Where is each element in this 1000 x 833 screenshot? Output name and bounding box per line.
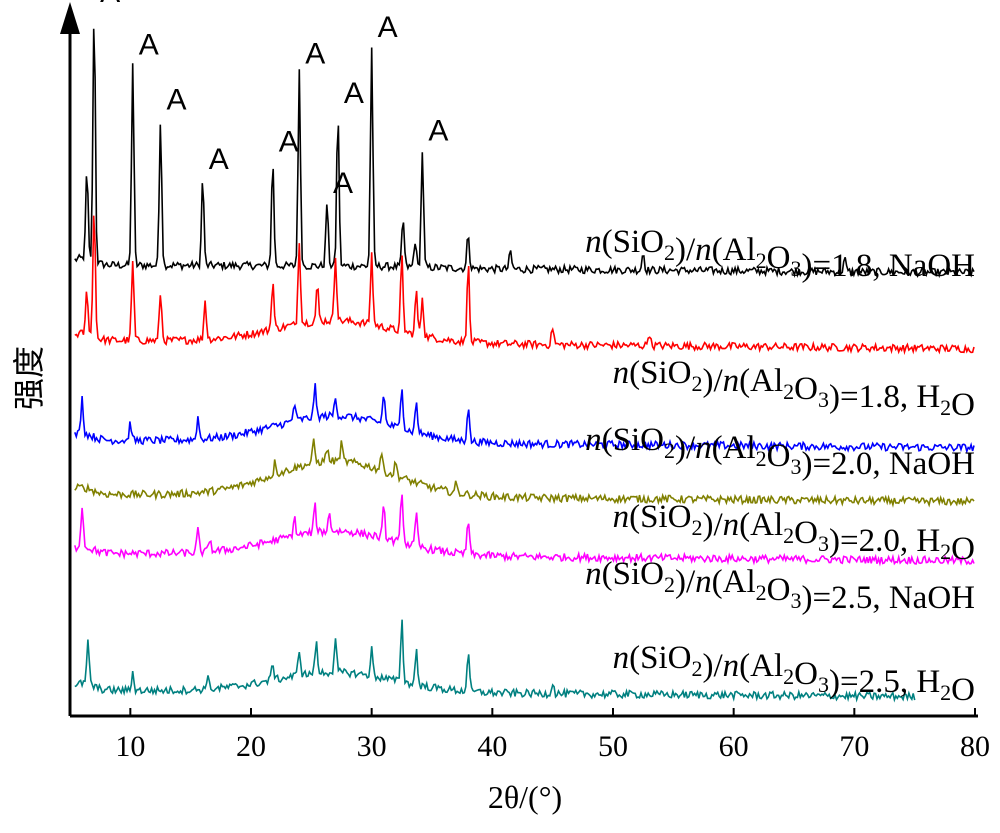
series-label-3: n(SiO2)/n(Al2O3)=2.0, NaOH xyxy=(585,422,975,482)
peak-marker-layer: AAAAAAAAAA xyxy=(100,0,448,200)
peak-marker-A: A xyxy=(279,125,299,158)
x-tick-label: 70 xyxy=(839,730,869,763)
x-tick-label: 20 xyxy=(236,730,266,763)
peak-marker-A: A xyxy=(305,37,325,70)
series-line-6 xyxy=(74,619,916,703)
series-label-5: n(SiO2)/n(Al2O3)=2.5, NaOH xyxy=(585,556,975,616)
x-tick-label: 30 xyxy=(357,730,387,763)
peak-marker-A: A xyxy=(333,167,353,200)
x-tick-label: 60 xyxy=(719,730,749,763)
series-line-3 xyxy=(74,383,975,454)
peak-marker-A: A xyxy=(139,29,159,62)
peak-marker-A: A xyxy=(428,114,448,147)
y-axis-label: 强度 xyxy=(11,346,47,410)
peak-marker-A: A xyxy=(100,0,120,9)
series-label-2: n(SiO2)/n(Al2O3)=1.8, H2O xyxy=(613,355,975,423)
x-tick-label: 10 xyxy=(115,730,145,763)
series-line-2 xyxy=(74,215,975,356)
series-label-1: n(SiO2)/n(Al2O3)=1.8, NaOH xyxy=(585,224,975,284)
x-tick-label: 80 xyxy=(960,730,990,763)
x-axis-label: 2θ/(°) xyxy=(488,779,562,815)
x-tick-label: 50 xyxy=(598,730,628,763)
peak-marker-A: A xyxy=(209,143,229,176)
series-line-4 xyxy=(74,438,975,508)
series-label-4: n(SiO2)/n(Al2O3)=2.0, H2O xyxy=(613,499,975,567)
y-axis-arrow xyxy=(60,2,80,34)
series-label-layer: n(SiO2)/n(Al2O3)=1.8, NaOH n(SiO2)/n(Al2O… xyxy=(585,224,975,708)
peak-marker-A: A xyxy=(378,11,398,44)
peak-marker-A: A xyxy=(344,77,364,110)
peak-marker-A: A xyxy=(167,84,187,117)
series-label-6: n(SiO2)/n(Al2O3)=2.5, H2O xyxy=(613,640,975,708)
series-line-5 xyxy=(74,494,975,567)
series-layer xyxy=(74,28,975,703)
series-line-1 xyxy=(74,28,975,279)
x-tick-label: 40 xyxy=(477,730,507,763)
x-tick-layer: 10 20 30 40 50 60 70 80 xyxy=(115,708,990,763)
